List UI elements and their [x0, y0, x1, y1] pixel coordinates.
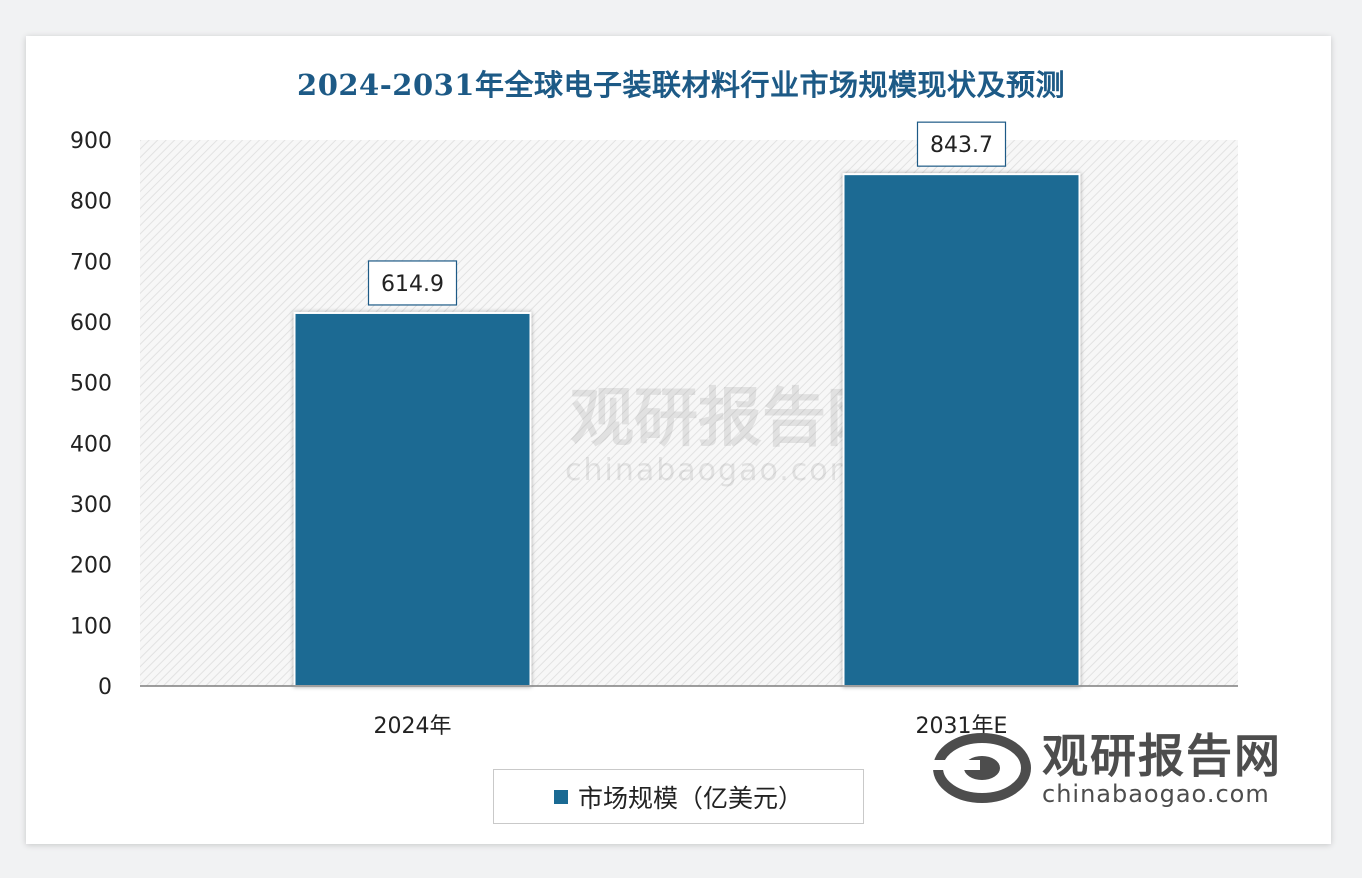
brand-logo-icon — [932, 733, 1031, 803]
watermark-name: 观研报告网 — [570, 382, 890, 456]
legend-swatch — [553, 789, 568, 804]
y-tick-label: 200 — [70, 554, 112, 579]
y-tick-label: 500 — [70, 372, 112, 397]
brand-watermark: 观研报告网 chinabaogao.com — [932, 720, 1332, 820]
data-label-box — [367, 260, 458, 306]
data-label-text: 843.7 — [930, 133, 993, 158]
y-tick-label: 0 — [98, 675, 112, 700]
x-tick-label: 2024年 — [374, 714, 452, 739]
chart-title: 2024-2031年全球电子装联材料行业市场规模现状及预测 — [297, 68, 1065, 102]
data-labels: 614.9 843.7 — [367, 121, 1007, 306]
watermark-url: chinabaogao.com — [565, 453, 861, 488]
data-label: 843.7 — [916, 121, 1007, 167]
brand-url: chinabaogao.com — [1042, 780, 1270, 808]
legend-label: 市场规模（亿美元） — [577, 783, 803, 813]
y-tick-label: 800 — [70, 190, 112, 215]
y-tick-label: 300 — [70, 493, 112, 518]
y-tick-label: 700 — [70, 250, 112, 275]
bar — [293, 311, 532, 687]
bars — [293, 173, 1081, 687]
data-label-text: 614.9 — [381, 272, 444, 297]
y-axis-tick-labels: 0 100 200 300 400 500 600 700 800 900 — [70, 129, 112, 700]
y-tick-label: 100 — [70, 614, 112, 639]
x-axis-tick-labels: 2024年 2031年E — [374, 714, 1008, 739]
y-tick-label: 900 — [70, 129, 112, 154]
bar — [842, 173, 1081, 687]
y-tick-label: 400 — [70, 432, 112, 457]
y-tick-label: 600 — [70, 311, 112, 336]
data-label-box — [916, 121, 1007, 167]
data-label: 614.9 — [367, 260, 458, 306]
brand-name: 观研报告网 — [1042, 729, 1282, 783]
legend: 市场规模（亿美元） — [493, 769, 864, 824]
